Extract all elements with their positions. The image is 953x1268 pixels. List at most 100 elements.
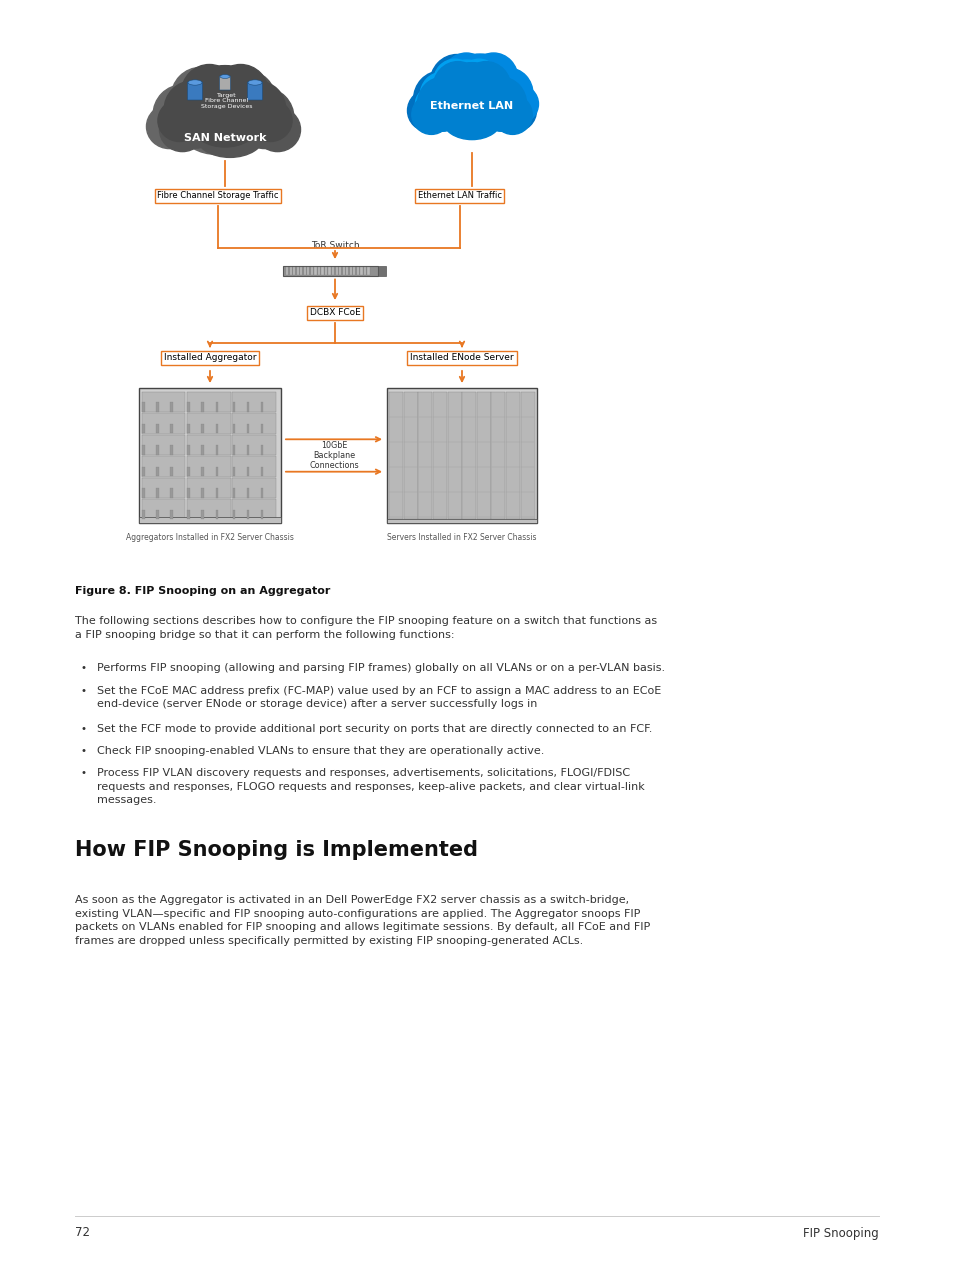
FancyBboxPatch shape [187,392,231,412]
FancyBboxPatch shape [139,388,281,522]
Bar [201,510,204,520]
Ellipse shape [159,108,205,152]
Bar [142,488,144,498]
FancyBboxPatch shape [491,392,505,519]
FancyBboxPatch shape [232,392,275,412]
Bar [142,467,144,477]
FancyBboxPatch shape [461,392,476,519]
Bar [247,510,249,520]
Bar [296,268,298,275]
Bar [356,268,358,275]
FancyBboxPatch shape [232,478,275,498]
Ellipse shape [433,62,482,115]
FancyBboxPatch shape [418,392,432,519]
Ellipse shape [241,104,287,148]
Bar [363,268,366,275]
Ellipse shape [470,72,514,118]
Bar [233,445,235,455]
Bar [311,268,313,275]
Text: FIP Snooping: FIP Snooping [802,1226,878,1240]
Ellipse shape [494,90,536,132]
Text: •: • [80,746,86,756]
Bar [260,488,263,498]
Bar [353,268,355,275]
Text: •: • [80,768,86,779]
Ellipse shape [220,75,230,79]
FancyBboxPatch shape [247,82,262,100]
FancyBboxPatch shape [505,392,519,519]
FancyBboxPatch shape [141,500,185,520]
Text: Ethernet LAN Traffic: Ethernet LAN Traffic [417,191,501,200]
Ellipse shape [456,60,500,105]
Bar [247,424,249,434]
Ellipse shape [234,87,294,148]
Bar [233,402,235,412]
Bar [286,268,288,275]
Ellipse shape [441,53,491,105]
Ellipse shape [417,77,467,132]
Bar [321,268,323,275]
FancyBboxPatch shape [139,517,281,522]
Ellipse shape [415,87,449,120]
FancyBboxPatch shape [387,388,537,522]
FancyBboxPatch shape [447,392,461,519]
Bar [342,268,344,275]
Ellipse shape [500,85,537,123]
FancyBboxPatch shape [141,478,185,498]
Ellipse shape [493,95,532,134]
FancyBboxPatch shape [141,392,185,412]
Ellipse shape [427,68,476,120]
Text: The following sections describes how to configure the FIP snooping feature on a : The following sections describes how to … [75,616,657,639]
Bar [156,445,158,455]
FancyBboxPatch shape [187,435,231,455]
Bar [332,268,334,275]
Ellipse shape [421,85,459,123]
Bar [367,268,369,275]
Ellipse shape [442,100,501,139]
Ellipse shape [460,62,511,115]
Ellipse shape [433,60,476,105]
Text: Servers Installed in FX2 Server Chassis: Servers Installed in FX2 Server Chassis [387,533,537,541]
Bar [215,488,218,498]
Text: How FIP Snooping is Implemented: How FIP Snooping is Implemented [75,839,477,860]
Bar [142,402,144,412]
Ellipse shape [187,71,273,151]
Text: Figure 8. FIP Snooping on an Aggregator: Figure 8. FIP Snooping on an Aggregator [75,586,330,596]
FancyBboxPatch shape [377,265,385,276]
Ellipse shape [147,104,193,148]
Bar [247,488,249,498]
FancyBboxPatch shape [433,392,447,519]
Bar [260,510,263,520]
FancyBboxPatch shape [187,478,231,498]
Ellipse shape [441,91,492,126]
Ellipse shape [254,108,300,152]
Text: Installed Aggregator: Installed Aggregator [164,354,256,363]
Bar [215,510,218,520]
Ellipse shape [440,95,503,137]
Ellipse shape [164,81,220,138]
Ellipse shape [216,71,275,131]
Ellipse shape [469,53,517,105]
Bar [293,268,295,275]
Bar [317,268,320,275]
Bar [201,445,204,455]
Bar [187,467,190,477]
Ellipse shape [433,56,511,131]
Bar [215,424,218,434]
FancyBboxPatch shape [232,413,275,434]
Bar [187,402,190,412]
Text: Set the FCoE MAC address prefix (FC-MAP) value used by an FCF to assign a MAC ad: Set the FCoE MAC address prefix (FC-MAP)… [97,686,660,709]
Ellipse shape [195,113,264,157]
Ellipse shape [483,68,533,120]
Bar [300,268,302,275]
Ellipse shape [182,110,252,155]
FancyBboxPatch shape [187,413,231,434]
Ellipse shape [222,85,281,145]
Ellipse shape [459,55,514,112]
Text: SAN Network: SAN Network [184,133,266,143]
FancyBboxPatch shape [219,76,231,90]
Bar [170,445,172,455]
FancyBboxPatch shape [187,456,231,477]
Bar [247,402,249,412]
Bar [350,268,352,275]
